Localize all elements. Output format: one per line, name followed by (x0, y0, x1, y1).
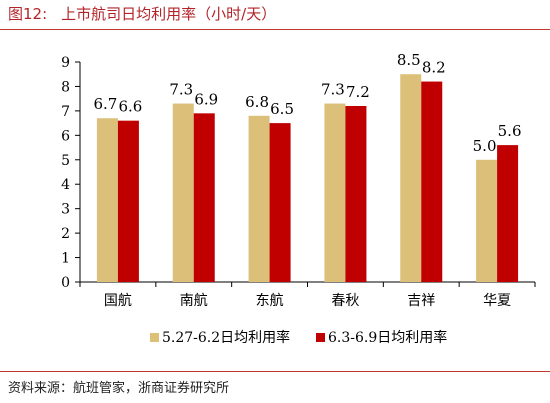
figure-caption: 上市航司日均利用率（小时/天） (61, 5, 277, 23)
bar-1 (324, 103, 346, 282)
y-tick-label: 5 (61, 153, 70, 169)
legend-label-1: 5.27-6.2日均利用率 (162, 329, 290, 346)
data-label: 5.6 (498, 122, 522, 140)
legend-label-2: 6.3-6.9日均利用率 (328, 329, 447, 346)
y-tick-label: 1 (61, 251, 70, 267)
data-label: 7.2 (346, 83, 370, 101)
figure-number: 图12: (8, 5, 48, 23)
legend-swatch-2 (316, 333, 325, 342)
bar-2 (497, 145, 519, 282)
bar-1 (476, 159, 498, 282)
bar-2 (345, 106, 367, 282)
data-label: 8.2 (422, 59, 446, 77)
data-label: 6.5 (270, 100, 294, 118)
top-rule (0, 29, 550, 30)
data-label: 6.6 (118, 98, 142, 116)
data-label: 6.7 (93, 95, 117, 113)
y-tick-label: 6 (61, 128, 70, 144)
data-label: 6.8 (245, 93, 269, 111)
x-category-label: 华夏 (483, 293, 511, 309)
x-category-label: 国航 (104, 293, 132, 309)
bar-2 (117, 120, 139, 283)
bar-2 (269, 123, 291, 282)
bar-2 (421, 81, 443, 282)
y-tick-label: 8 (61, 79, 70, 95)
y-tick-label: 0 (61, 275, 70, 291)
y-tick-label: 3 (61, 202, 70, 218)
data-label: 6.9 (194, 90, 218, 108)
bar-1 (172, 103, 194, 282)
data-label: 8.5 (397, 51, 421, 69)
data-label: 7.3 (169, 81, 193, 99)
y-tick-label: 7 (61, 104, 70, 120)
data-label: 5.0 (473, 137, 497, 155)
bar-1 (96, 118, 118, 282)
bottom-rule (0, 371, 550, 372)
figure-title: 图12: 上市航司日均利用率（小时/天） (8, 3, 276, 24)
bar-1 (248, 115, 270, 283)
x-category-label: 东航 (256, 293, 284, 309)
x-category-label: 南航 (180, 293, 208, 309)
legend-swatch-1 (150, 333, 159, 342)
y-tick-label: 2 (61, 226, 70, 242)
bar-2 (193, 113, 215, 282)
source-note: 资料来源：航班管家，浙商证券研究所 (8, 381, 230, 396)
y-tick-label: 9 (61, 55, 70, 71)
bar-1 (400, 74, 422, 282)
data-label: 7.3 (321, 81, 345, 99)
x-category-label: 吉祥 (407, 293, 435, 309)
x-category-label: 春秋 (331, 293, 359, 309)
y-tick-label: 4 (61, 177, 70, 193)
